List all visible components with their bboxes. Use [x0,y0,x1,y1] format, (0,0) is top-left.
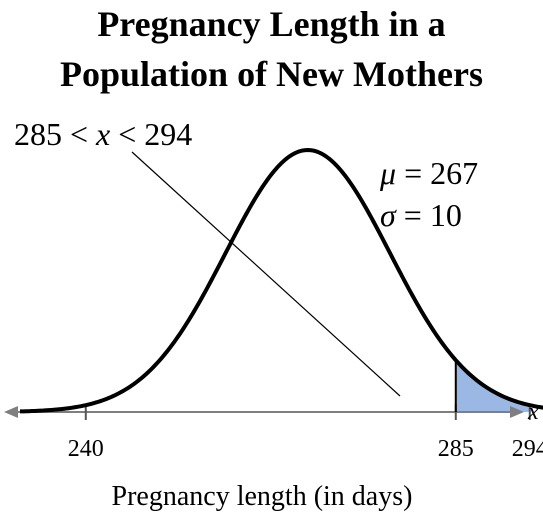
x-axis-variable-label: x [527,399,539,425]
x-axis-left-arrow [4,406,18,418]
chart-title-line-1: Pregnancy Length in a [97,4,446,44]
region-label-left: 285 [14,116,62,152]
mean-parameter-label: μ = 267 [379,155,478,191]
std-dev-value: 10 [430,197,462,233]
region-label-op1: < [70,116,88,152]
region-label-op2: < [118,116,136,152]
x-tick-label-240: 240 [68,436,104,462]
mean-symbol: μ [379,155,396,191]
shaded-region-label: 285 < x < 294 [14,116,192,152]
std-dev-symbol: σ [380,197,397,233]
mean-value: 267 [430,155,478,191]
x-tick-label-285: 285 [438,436,474,462]
region-label-leader-line [131,151,401,397]
x-tick-label-294: 294 [512,436,543,462]
x-axis-title: Pregnancy length (in days) [112,481,413,512]
x-axis-tick-labels: 240 285 294 [68,436,543,462]
region-label-right: 294 [144,116,192,152]
x-axis-right-arrow [510,406,524,418]
std-dev-parameter-label: σ = 10 [380,197,462,233]
normal-curve-line [19,148,543,414]
region-label-variable: x [95,116,110,152]
chart-title-line-2: Population of New Mothers [60,54,483,94]
shaded-region [455,360,530,412]
